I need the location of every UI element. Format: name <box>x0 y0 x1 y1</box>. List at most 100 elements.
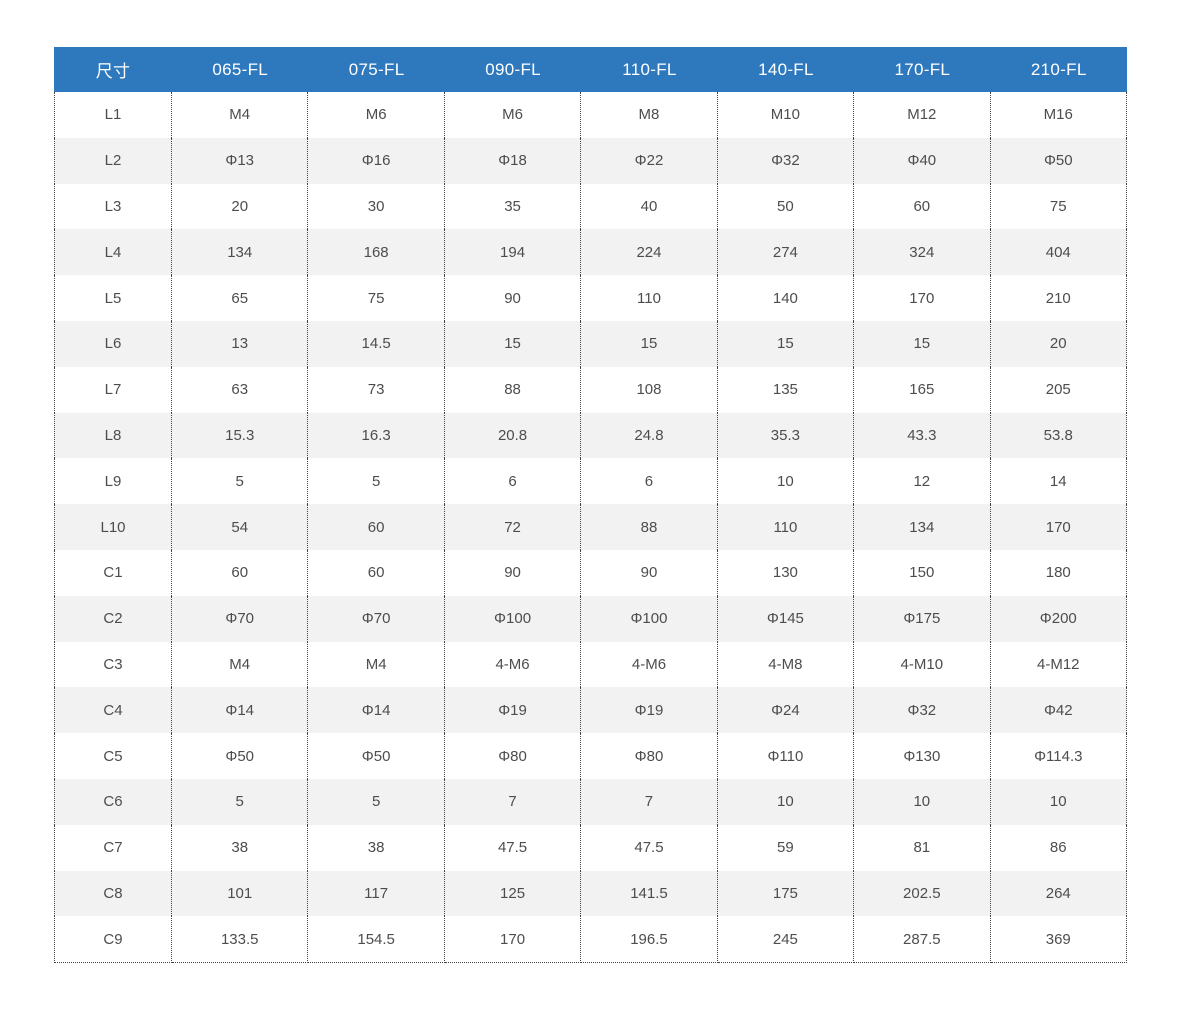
dimension-table-container: 尺寸 065-FL 075-FL 090-FL 110-FL 140-FL 170-FL 21… <box>54 47 1127 964</box>
table-cell: 65 <box>172 275 309 321</box>
table-row: L4 134 168 194 224 274 324 404 <box>54 229 1127 276</box>
table-cell: Φ80 <box>581 733 718 779</box>
table-row: L10 54 60 72 88 110 134 170 <box>54 504 1127 550</box>
column-header: 170-FL <box>854 47 991 92</box>
table-cell: Φ175 <box>854 595 991 642</box>
row-label: C2 <box>54 595 172 642</box>
table-row: C6 5 5 7 7 10 10 10 <box>54 778 1127 825</box>
table-row: C1 60 60 90 90 130 150 180 <box>54 549 1127 596</box>
table-cell: 5 <box>308 458 445 505</box>
table-cell: Φ32 <box>717 137 855 184</box>
table-cell: Φ114.3 <box>990 733 1127 779</box>
table-row: C5 Φ50 Φ50 Φ80 Φ80 Φ110 Φ130 Φ114.3 <box>54 733 1127 779</box>
table-cell: 14 <box>990 458 1127 505</box>
table-cell: 168 <box>308 229 445 276</box>
table-cell: 13 <box>172 320 309 367</box>
row-label: C4 <box>54 687 172 734</box>
table-cell: 245 <box>717 916 855 964</box>
row-label: C3 <box>54 641 172 688</box>
table-cell: 180 <box>990 549 1127 596</box>
table-cell: Φ110 <box>717 733 855 779</box>
table-cell: Φ22 <box>581 137 718 184</box>
table-cell: Φ19 <box>444 687 582 734</box>
table-cell: 264 <box>990 870 1127 917</box>
table-cell: 170 <box>444 916 582 964</box>
table-cell: Φ145 <box>717 595 855 642</box>
table-cell: 140 <box>717 275 855 321</box>
table-cell: 14.5 <box>308 320 445 367</box>
table-cell: 6 <box>444 458 582 505</box>
table-row: L7 63 73 88 108 135 165 205 <box>54 366 1127 413</box>
column-header: 140-FL <box>717 47 855 92</box>
row-label: L1 <box>54 92 172 138</box>
table-cell: 86 <box>990 824 1127 871</box>
table-row: L3 20 30 35 40 50 60 75 <box>54 183 1127 230</box>
table-cell: 117 <box>308 870 445 917</box>
table-cell: 60 <box>854 183 991 230</box>
table-cell: 110 <box>717 504 855 550</box>
table-cell: 7 <box>581 778 718 825</box>
table-cell: Φ40 <box>854 137 991 184</box>
table-cell: 141.5 <box>581 870 718 917</box>
table-cell: 10 <box>717 458 855 505</box>
table-cell: Φ13 <box>172 137 309 184</box>
table-cell: 30 <box>308 183 445 230</box>
column-header: 210-FL <box>990 47 1127 92</box>
table-cell: Φ14 <box>172 687 309 734</box>
row-label: L10 <box>54 504 172 550</box>
table-cell: 205 <box>990 366 1127 413</box>
table-cell: 110 <box>581 275 718 321</box>
table-cell: 202.5 <box>854 870 991 917</box>
table-cell: 73 <box>308 366 445 413</box>
table-cell: 15 <box>581 320 718 367</box>
table-cell: 196.5 <box>581 916 718 964</box>
row-label: L6 <box>54 320 172 367</box>
table-cell: Φ130 <box>854 733 991 779</box>
table-cell: Φ16 <box>308 137 445 184</box>
table-cell: Φ50 <box>308 733 445 779</box>
table-cell: 194 <box>444 229 582 276</box>
table-cell: 90 <box>444 275 582 321</box>
table-cell: 90 <box>581 549 718 596</box>
table-cell: 10 <box>717 778 855 825</box>
table-row: L9 5 5 6 6 10 12 14 <box>54 458 1127 505</box>
table-cell: 63 <box>172 366 309 413</box>
table-cell: Φ42 <box>990 687 1127 734</box>
row-label: C6 <box>54 778 172 825</box>
row-label: L8 <box>54 412 172 459</box>
table-cell: 125 <box>444 870 582 917</box>
table-cell: Φ50 <box>172 733 309 779</box>
table-cell: 135 <box>717 366 855 413</box>
column-header: 065-FL <box>172 47 309 92</box>
table-cell: 75 <box>308 275 445 321</box>
table-cell: 81 <box>854 824 991 871</box>
table-cell: M4 <box>172 641 309 688</box>
table-cell: 4-M12 <box>990 641 1127 688</box>
row-label: L9 <box>54 458 172 505</box>
table-cell: 15.3 <box>172 412 309 459</box>
table-cell: 10 <box>990 778 1127 825</box>
table-cell: 130 <box>717 549 855 596</box>
table-cell: M8 <box>581 92 718 138</box>
table-cell: 150 <box>854 549 991 596</box>
row-label: L7 <box>54 366 172 413</box>
table-cell: 5 <box>308 778 445 825</box>
table-cell: 165 <box>854 366 991 413</box>
table-head: 尺寸 065-FL 075-FL 090-FL 110-FL 140-FL 170-FL 21… <box>54 47 1127 92</box>
row-label: L3 <box>54 183 172 230</box>
column-header: 110-FL <box>581 47 718 92</box>
table-row: L8 15.3 16.3 20.8 24.8 35.3 43.3 53.8 <box>54 412 1127 459</box>
table-cell: 5 <box>172 778 309 825</box>
table-cell: Φ19 <box>581 687 718 734</box>
table-cell: 6 <box>581 458 718 505</box>
table-cell: 20.8 <box>444 412 582 459</box>
table-cell: 35.3 <box>717 412 855 459</box>
row-label: C9 <box>54 916 172 964</box>
table-cell: 133.5 <box>172 916 309 964</box>
table-cell: M4 <box>308 641 445 688</box>
table-row: C3 M4 M4 4-M6 4-M6 4-M8 4-M10 4-M12 <box>54 641 1127 688</box>
table-body: L1 M4 M6 M6 M8 M10 M12 M16 L2 Φ13 Φ16 Φ18 Φ22 Φ32 Φ40 Φ… <box>54 92 1127 964</box>
table-cell: 35 <box>444 183 582 230</box>
table-cell: 47.5 <box>444 824 582 871</box>
table-cell: 224 <box>581 229 718 276</box>
